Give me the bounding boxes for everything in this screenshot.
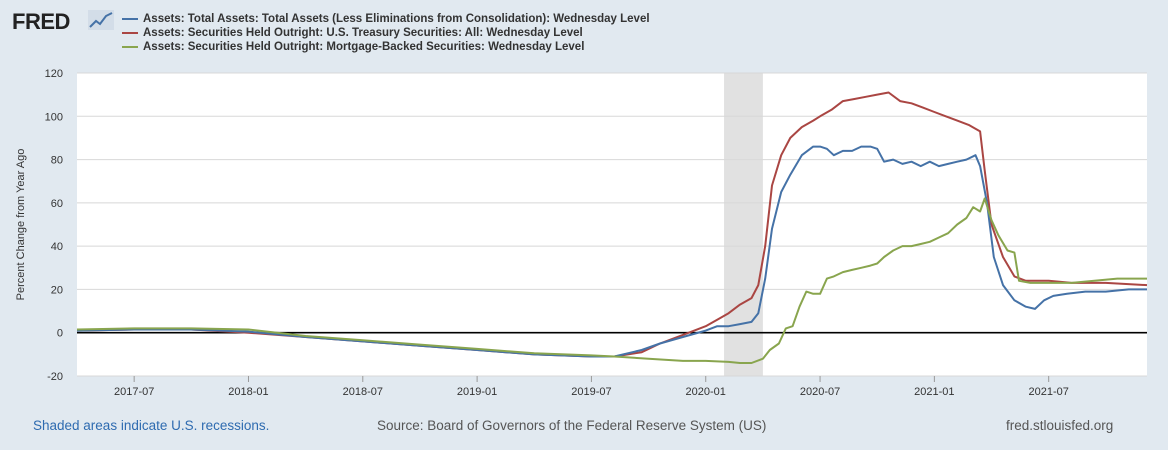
legend-label: Assets: Securities Held Outright: U.S. T… — [143, 27, 583, 39]
x-tick-label: 2017-07 — [114, 386, 154, 398]
recession-note-link[interactable]: Shaded areas indicate U.S. recessions. — [33, 418, 270, 433]
x-tick-label: 2020-07 — [800, 386, 840, 398]
legend-label: Assets: Total Assets: Total Assets (Less… — [143, 13, 650, 25]
legend-label: Assets: Securities Held Outright: Mortga… — [143, 41, 585, 53]
y-tick-label: 120 — [45, 68, 63, 80]
recession-shading — [724, 73, 763, 376]
y-tick-label: 80 — [51, 155, 63, 167]
y-tick-label: 20 — [51, 284, 63, 296]
chart-trend-icon — [88, 10, 114, 30]
legend-item[interactable]: Assets: Securities Held Outright: Mortga… — [122, 40, 650, 54]
site-link[interactable]: fred.stlouisfed.org — [1006, 418, 1114, 433]
chart: -20 0 20 40 60 80 100 120 2017-07 2018-01 2018-07 2… — [15, 68, 1148, 398]
x-tick-label: 2018-07 — [343, 386, 383, 398]
y-tick-label: 0 — [57, 328, 63, 340]
legend-swatch — [122, 18, 138, 20]
source-text: Source: Board of Governors of the Federa… — [377, 418, 767, 433]
y-tick-label: -20 — [47, 371, 63, 383]
x-tick-label: 2021-07 — [1029, 386, 1069, 398]
x-tick-label: 2019-01 — [457, 386, 497, 398]
x-tick-label: 2019-07 — [571, 386, 611, 398]
legend-item[interactable]: Assets: Total Assets: Total Assets (Less… — [122, 12, 650, 26]
y-tick-label: 40 — [51, 241, 63, 253]
x-tick-label: 2021-01 — [914, 386, 954, 398]
legend: Assets: Total Assets: Total Assets (Less… — [122, 12, 650, 54]
y-tick-label: 100 — [45, 111, 63, 123]
x-tick-label: 2018-01 — [228, 386, 268, 398]
y-tick-label: 60 — [51, 198, 63, 210]
legend-swatch — [122, 32, 138, 34]
fred-logo[interactable]: FRED — [12, 9, 70, 34]
plot-area — [77, 73, 1147, 376]
legend-swatch — [122, 46, 138, 48]
x-tick-label: 2020-01 — [686, 386, 726, 398]
series-line — [76, 197, 1147, 364]
legend-item[interactable]: Assets: Securities Held Outright: U.S. T… — [122, 26, 650, 40]
y-axis-label: Percent Change from Year Ago — [15, 149, 27, 301]
